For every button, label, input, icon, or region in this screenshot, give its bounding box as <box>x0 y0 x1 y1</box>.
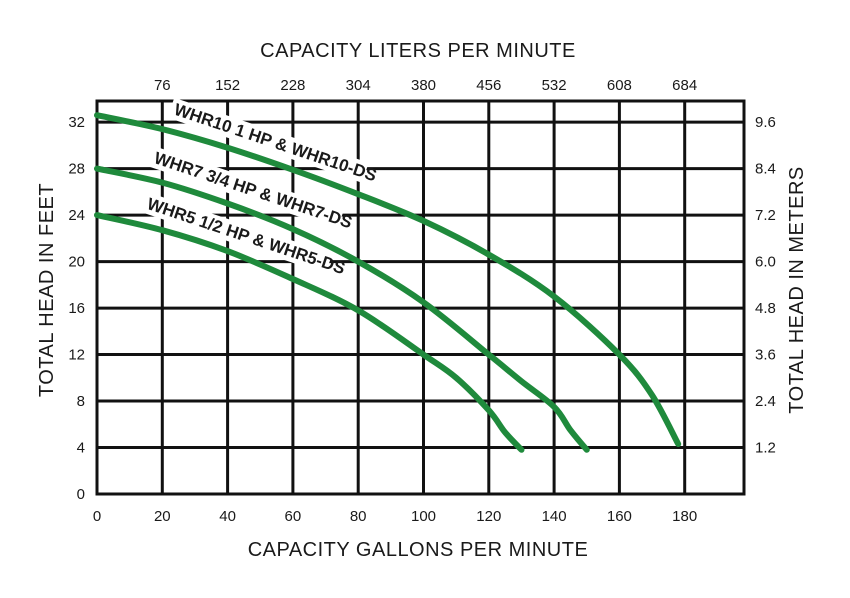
curves <box>94 112 682 453</box>
y-tick-label: 20 <box>68 254 85 271</box>
x-tick-label: 120 <box>476 508 501 525</box>
x-tick-label: 40 <box>219 508 236 525</box>
pump-curve <box>94 212 525 453</box>
curve-label-background <box>167 97 369 183</box>
x-tick-label: 160 <box>607 508 632 525</box>
pump-curve <box>94 165 590 453</box>
curve-label-background <box>140 192 333 274</box>
y2-tick-label: 2.4 <box>755 393 776 410</box>
y2-tick-label: 8.4 <box>755 161 776 178</box>
y2-tick-label: 3.6 <box>755 347 776 364</box>
x2-tick-label: 684 <box>672 77 697 94</box>
x-tick-label: 0 <box>93 508 101 525</box>
x2-tick-label: 304 <box>346 77 371 94</box>
x2-tick-label: 532 <box>542 77 567 94</box>
y-tick-label: 12 <box>68 347 85 364</box>
y2-tick-label: 6.0 <box>755 254 776 271</box>
curve-label-background <box>147 146 344 230</box>
x-tick-label: 60 <box>285 508 302 525</box>
y-tick-label: 24 <box>68 207 85 224</box>
y-tick-label: 0 <box>77 486 85 503</box>
x2-tick-label: 228 <box>280 77 305 94</box>
y-tick-label: 32 <box>68 114 85 131</box>
x2-tick-label: 608 <box>607 77 632 94</box>
x-tick-label: 20 <box>154 508 171 525</box>
top-axis-title: CAPACITY LITERS PER MINUTE <box>260 40 576 62</box>
x-tick-label: 80 <box>350 508 367 525</box>
y2-tick-label: 7.2 <box>755 207 776 224</box>
x-tick-label: 140 <box>542 508 567 525</box>
y2-tick-label: 9.6 <box>755 114 776 131</box>
plot-frame <box>95 99 746 496</box>
x2-tick-label: 380 <box>411 77 436 94</box>
x2-tick-label: 152 <box>215 77 240 94</box>
y2-tick-label: 1.2 <box>755 440 776 457</box>
y2-tick-label: 4.8 <box>755 300 776 317</box>
y-tick-label: 28 <box>68 161 85 178</box>
right-axis-title: TOTAL HEAD IN METERS <box>786 166 808 413</box>
x-tick-label: 180 <box>672 508 697 525</box>
x-tick-label: 100 <box>411 508 436 525</box>
y-tick-label: 16 <box>68 300 85 317</box>
bottom-axis-title: CAPACITY GALLONS PER MINUTE <box>248 539 589 561</box>
left-axis-title: TOTAL HEAD IN FEET <box>36 183 58 397</box>
x2-tick-label: 456 <box>476 77 501 94</box>
x2-tick-label: 76 <box>154 77 171 94</box>
y-tick-label: 8 <box>77 393 85 410</box>
pump-curve <box>94 112 682 447</box>
y-tick-label: 4 <box>77 440 85 457</box>
